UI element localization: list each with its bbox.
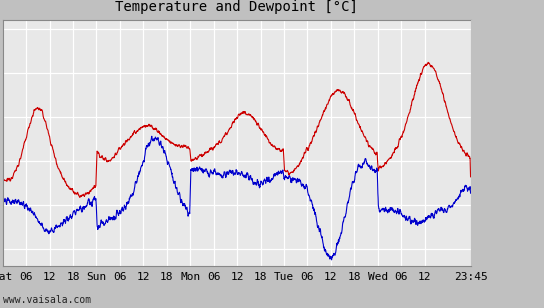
Text: Temperature and Dewpoint [°C]: Temperature and Dewpoint [°C] [115, 0, 358, 14]
Text: www.vaisala.com: www.vaisala.com [3, 295, 91, 305]
